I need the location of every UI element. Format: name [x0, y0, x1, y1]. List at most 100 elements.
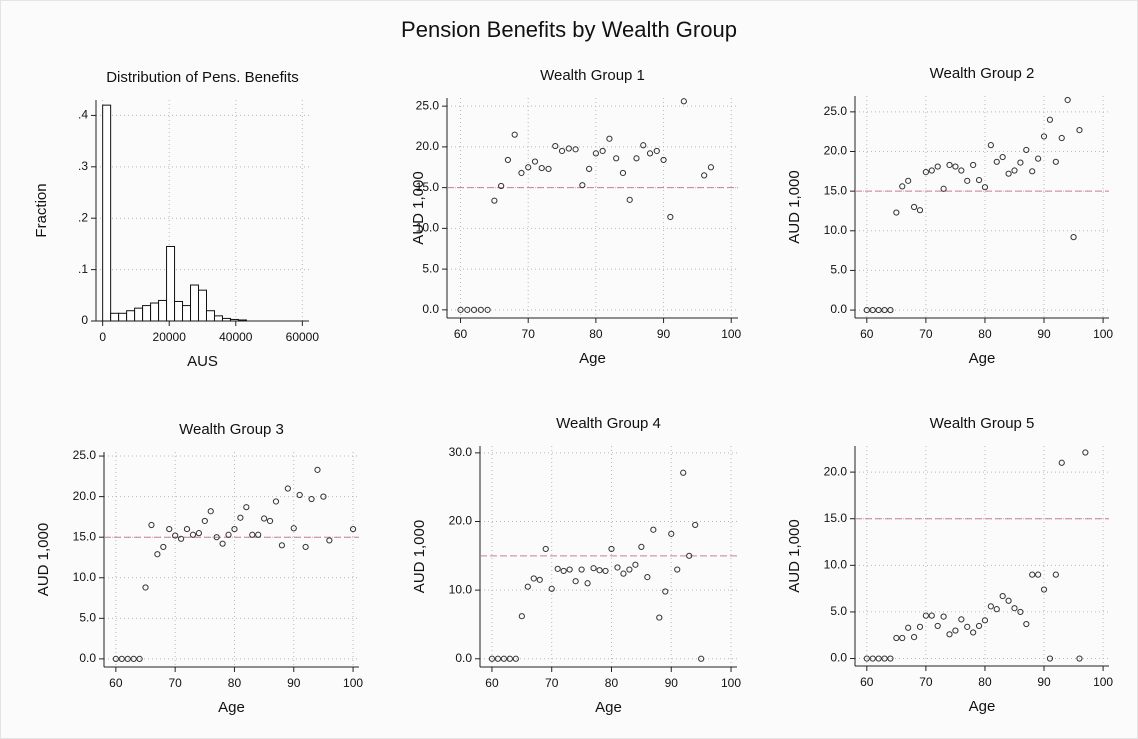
panel-title: Wealth Group 2 [930, 65, 1035, 82]
point [538, 164, 545, 172]
y-tick-label: 15.0 [416, 180, 440, 194]
x-axis-label: AUS [187, 353, 218, 370]
point [536, 576, 543, 583]
point [928, 167, 935, 174]
bar [237, 319, 247, 322]
y-tick-label: 0.0 [830, 651, 847, 665]
x-tick-label: 100 [721, 327, 741, 341]
bar [213, 315, 223, 322]
point [640, 142, 647, 149]
y-tick-label: 20.0 [73, 489, 97, 503]
y-tick-label: 0 [81, 313, 88, 327]
y-tick-label: 10.0 [824, 223, 848, 237]
x-axis-label: Age [218, 699, 245, 716]
point [530, 575, 537, 582]
point [349, 525, 357, 533]
point [934, 622, 941, 630]
x-tick-label: 70 [545, 676, 559, 690]
point [189, 531, 197, 538]
y-tick-label: 5.0 [830, 604, 847, 618]
point [494, 655, 502, 662]
point [320, 493, 327, 500]
point [958, 616, 965, 623]
point [899, 634, 906, 642]
x-tick-label: 80 [978, 675, 992, 689]
point [869, 306, 876, 314]
point [470, 306, 478, 313]
point [166, 525, 173, 533]
point [284, 485, 291, 492]
point [987, 603, 994, 610]
point [964, 177, 971, 184]
point [599, 147, 606, 155]
y-axis-label: AUD 1,000 [35, 523, 52, 596]
point [893, 209, 900, 216]
point [680, 98, 687, 105]
point [619, 169, 627, 177]
point [195, 530, 202, 537]
point [525, 164, 532, 171]
point [255, 531, 262, 538]
bar [102, 104, 112, 322]
point [1070, 234, 1077, 241]
y-tick-label: 15.0 [824, 183, 848, 197]
point [1035, 155, 1042, 162]
point [302, 543, 309, 551]
point [565, 145, 572, 152]
point [905, 177, 912, 184]
point [488, 655, 496, 662]
point [620, 570, 627, 577]
point [916, 207, 924, 214]
x-tick-label: 80 [605, 676, 619, 690]
bar [205, 310, 215, 322]
point [940, 185, 947, 192]
point [308, 495, 315, 503]
y-tick-label: 25.0 [416, 98, 440, 112]
bar [110, 312, 120, 322]
point [1029, 571, 1036, 578]
point [531, 158, 539, 165]
y-axis-label: AUD 1,000 [786, 170, 803, 243]
x-tick-label: 90 [657, 327, 671, 341]
point [118, 655, 125, 662]
x-tick-label: 80 [228, 676, 242, 690]
x-tick-label: 80 [589, 327, 603, 341]
point [552, 142, 559, 150]
point [633, 155, 640, 162]
point [572, 578, 579, 585]
point [692, 521, 699, 529]
y-tick-label: 0.0 [422, 302, 439, 316]
point [952, 627, 959, 634]
x-axis-label: Age [969, 698, 996, 715]
point [970, 161, 977, 169]
point [613, 155, 620, 162]
point [512, 655, 519, 662]
point [608, 545, 615, 553]
point [457, 306, 464, 313]
point [500, 655, 508, 662]
x-axis-label: Age [595, 699, 622, 716]
point [656, 614, 663, 621]
point [863, 655, 870, 662]
point [1011, 167, 1018, 174]
point [1005, 170, 1012, 177]
point [272, 498, 280, 505]
point [650, 526, 657, 533]
y-tick-label: 5.0 [79, 610, 96, 624]
point [952, 163, 959, 170]
point [511, 131, 518, 138]
y-axis-label: Fraction [33, 183, 50, 237]
x-tick-label: 60000 [286, 330, 320, 344]
point [584, 580, 591, 587]
y-tick-label: 20.0 [824, 144, 848, 158]
point [261, 515, 268, 522]
x-tick-label: 40000 [219, 330, 253, 344]
x-tick-label: 70 [919, 327, 933, 341]
point [958, 167, 965, 174]
point [596, 567, 603, 574]
y-tick-label: 0.0 [455, 651, 472, 665]
point [207, 508, 214, 515]
point [160, 543, 167, 551]
point [946, 631, 953, 638]
point [975, 622, 983, 630]
